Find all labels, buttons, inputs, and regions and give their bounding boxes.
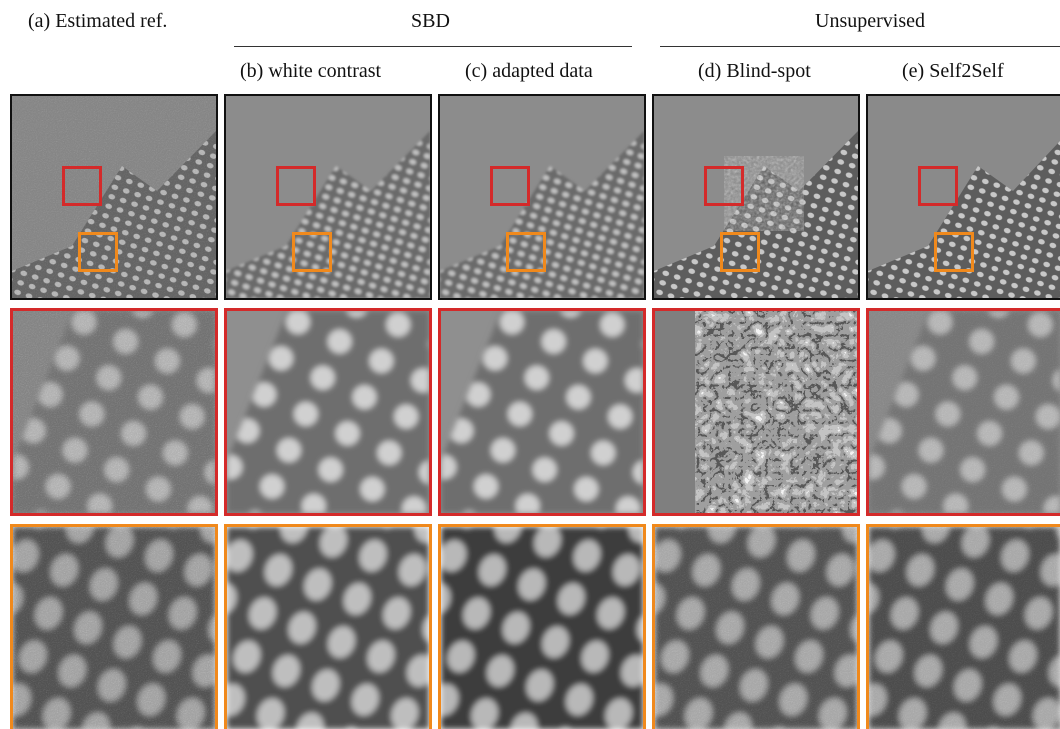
overview-panel-adapted-data xyxy=(438,94,646,300)
column-label-adapted-data: (c) adapted data xyxy=(465,60,593,82)
unsupervised-group-rule xyxy=(660,46,1060,47)
orange-roi-zoom-adapted-data xyxy=(438,524,646,729)
orange-roi-zoom-blind-spot xyxy=(652,524,860,729)
orange-roi-box xyxy=(720,232,760,272)
group-label-unsupervised: Unsupervised xyxy=(815,10,925,32)
orange-roi-box xyxy=(292,232,332,272)
red-roi-zoom-self2self xyxy=(866,308,1060,516)
overview-panel-self2self xyxy=(866,94,1060,300)
red-roi-box xyxy=(62,166,102,206)
red-roi-zoom-adapted-data xyxy=(438,308,646,516)
red-roi-zoom-white-contrast xyxy=(224,308,432,516)
red-roi-box xyxy=(276,166,316,206)
orange-roi-zoom-white-contrast xyxy=(224,524,432,729)
overview-panel-white-contrast xyxy=(224,94,432,300)
orange-roi-zoom-estimated-ref xyxy=(10,524,218,729)
overview-panel-blind-spot xyxy=(652,94,860,300)
red-roi-box xyxy=(918,166,958,206)
column-label-white-contrast: (b) white contrast xyxy=(240,60,382,82)
orange-roi-box xyxy=(78,232,118,272)
sbd-group-rule xyxy=(234,46,632,47)
column-label-blind-spot: (d) Blind-spot xyxy=(698,60,811,82)
red-roi-box xyxy=(490,166,530,206)
orange-roi-box xyxy=(506,232,546,272)
orange-roi-zoom-self2self xyxy=(866,524,1060,729)
overview-panel-estimated-ref xyxy=(10,94,218,300)
group-label-sbd: SBD xyxy=(411,10,450,32)
orange-roi-box xyxy=(934,232,974,272)
column-label-estimated-ref: (a) Estimated ref. xyxy=(28,10,168,32)
red-roi-box xyxy=(704,166,744,206)
column-label-self2self: (e) Self2Self xyxy=(902,60,1004,82)
red-roi-zoom-estimated-ref xyxy=(10,308,218,516)
red-roi-zoom-blind-spot xyxy=(652,308,860,516)
